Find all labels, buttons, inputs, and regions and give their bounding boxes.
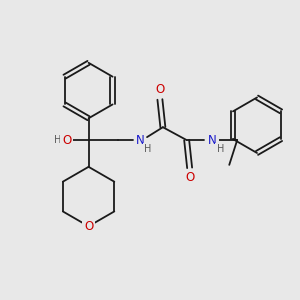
Text: O: O: [62, 134, 71, 147]
Text: N: N: [208, 134, 217, 147]
Text: O: O: [155, 83, 164, 96]
Text: H: H: [54, 135, 61, 145]
Text: H: H: [217, 144, 224, 154]
Text: O: O: [185, 171, 194, 184]
Text: O: O: [84, 220, 93, 233]
Text: N: N: [136, 134, 145, 147]
Text: H: H: [144, 144, 152, 154]
